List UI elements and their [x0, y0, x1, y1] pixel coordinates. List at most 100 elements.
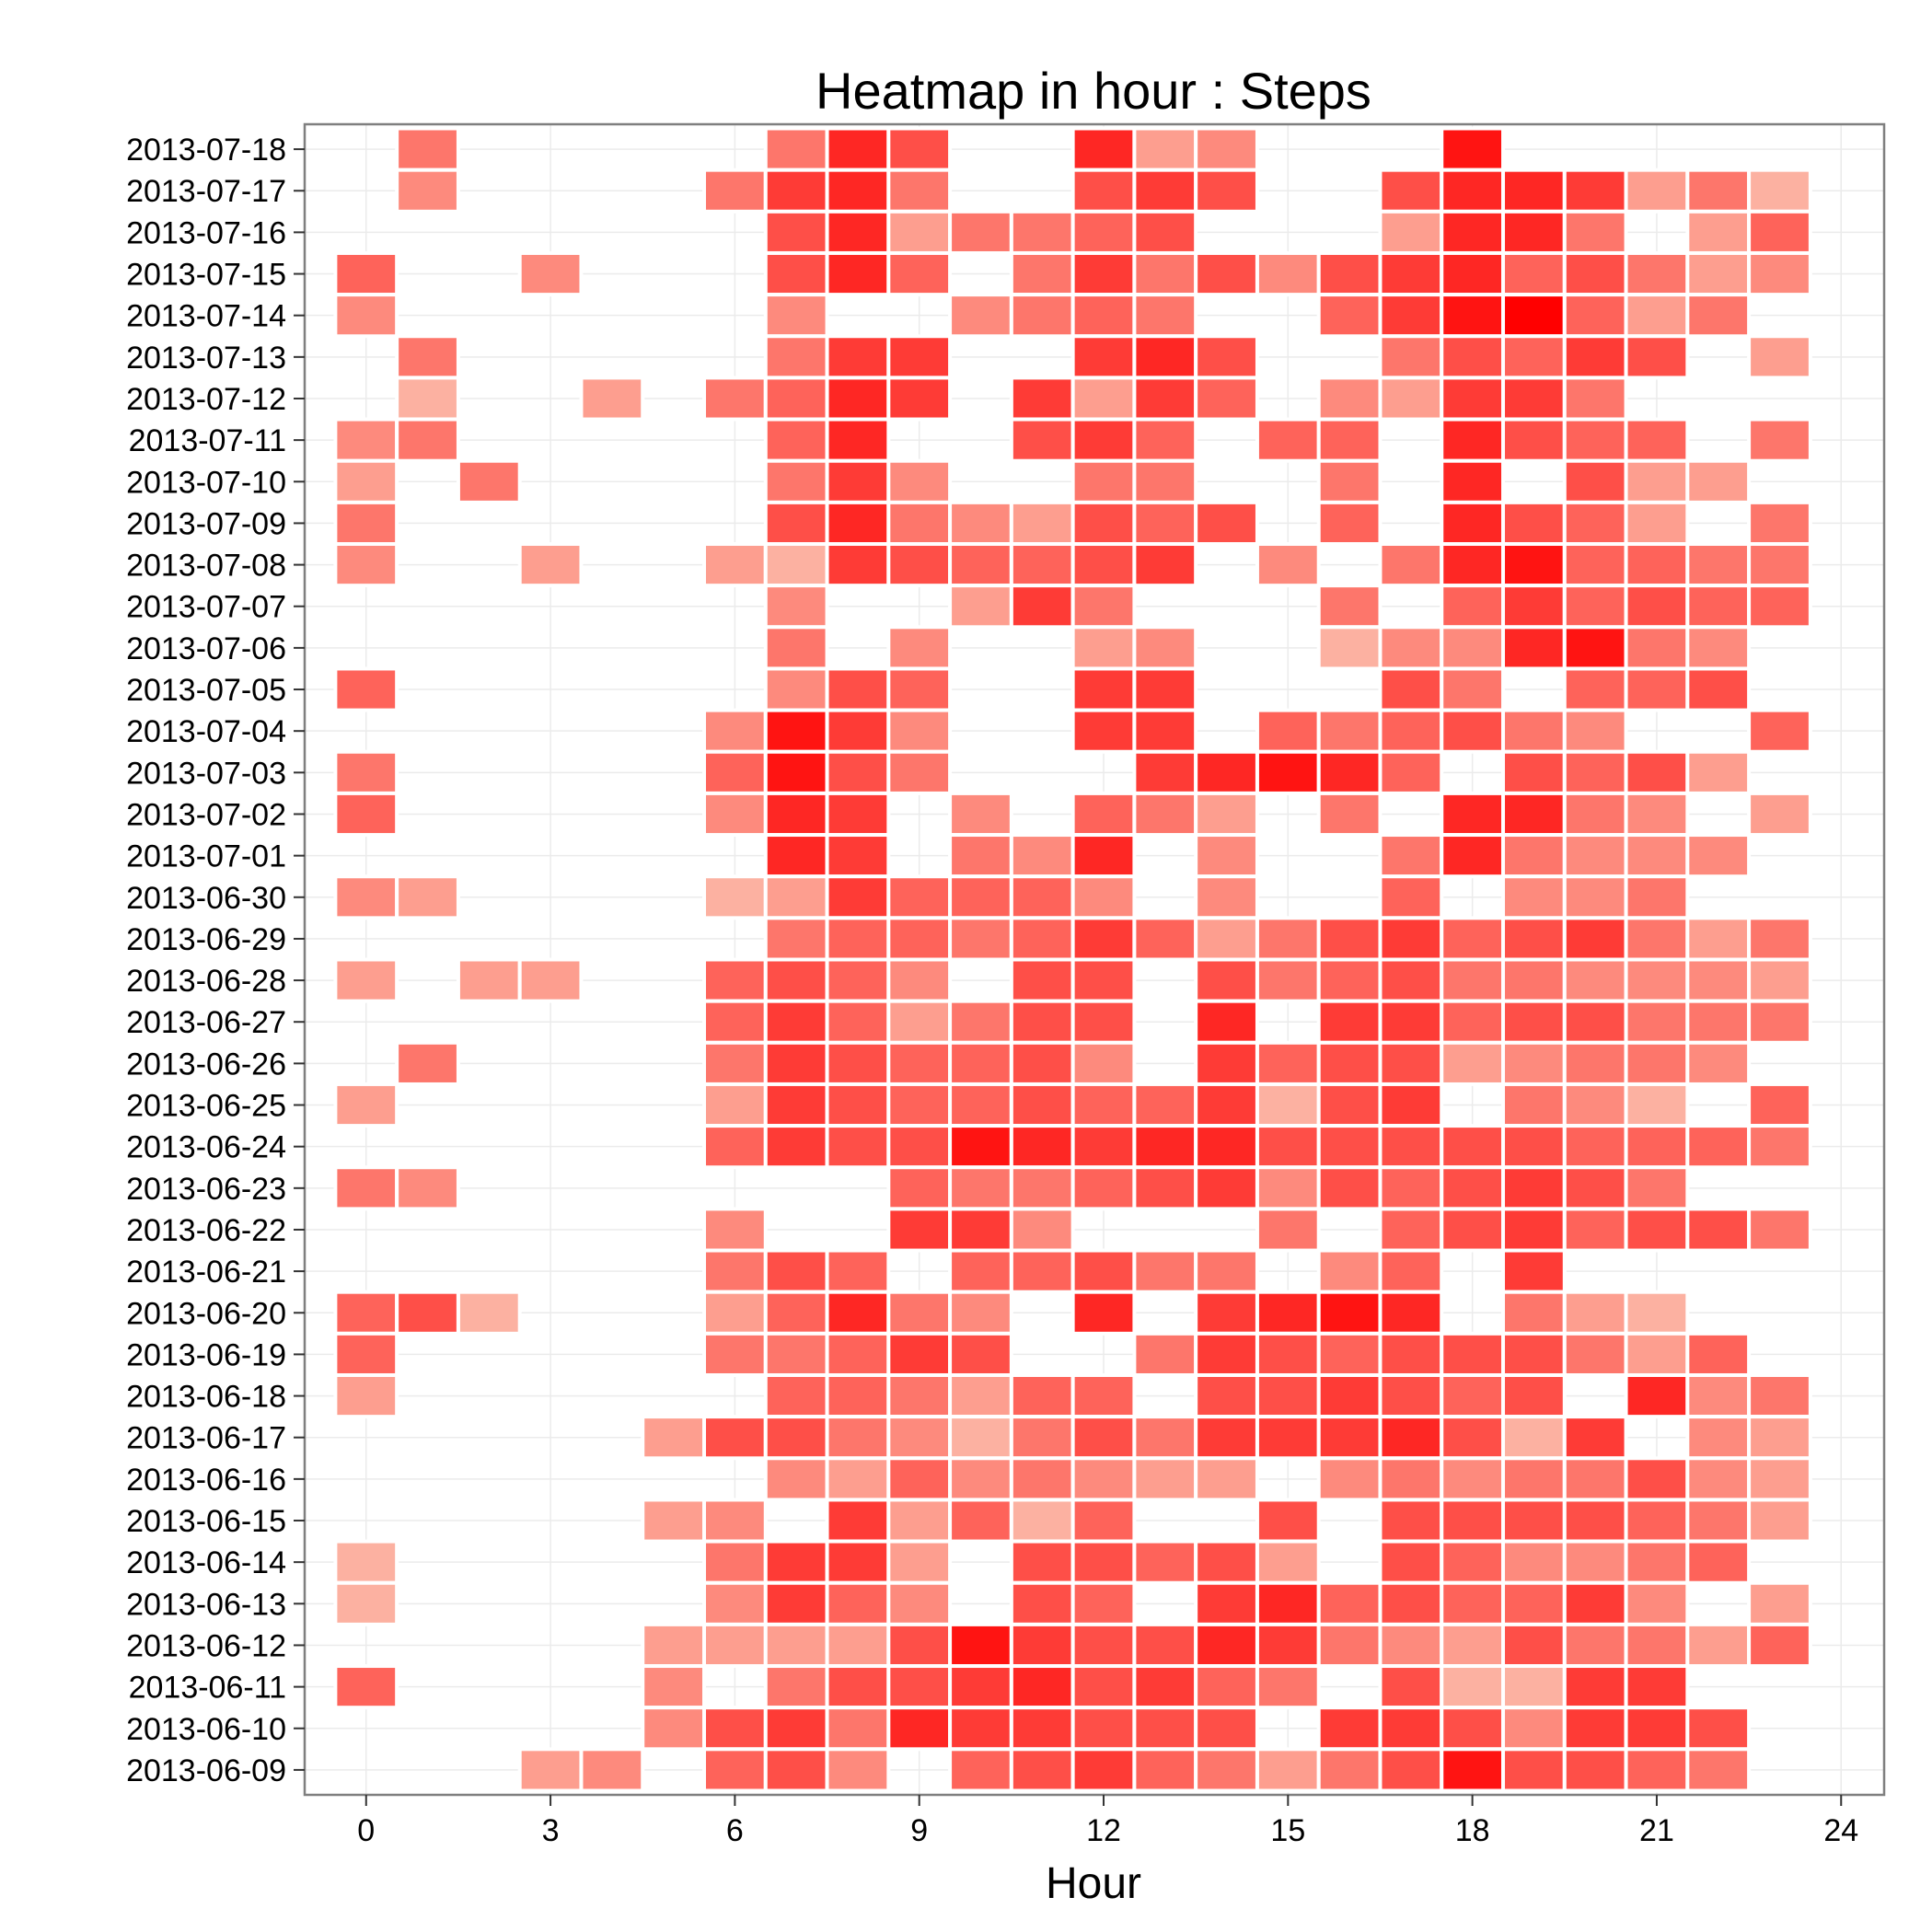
y-tick-label: 2013-07-18: [126, 133, 286, 168]
heatmap-cell: [1194, 957, 1259, 1003]
heatmap-cell: [825, 1456, 891, 1502]
heatmap-cell: [1624, 250, 1690, 297]
y-tick-label: 2013-07-04: [126, 714, 286, 749]
heatmap-cell: [1440, 168, 1506, 214]
heatmap-cell: [1378, 625, 1444, 671]
y-tick-label: 2013-06-14: [126, 1545, 286, 1580]
heatmap-cell: [1070, 916, 1137, 962]
heatmap-cell: [1070, 1372, 1137, 1419]
heatmap-cell: [825, 1747, 891, 1793]
heatmap-cell: [1747, 417, 1812, 463]
heatmap-cell: [948, 1664, 1013, 1710]
heatmap-cell: [1624, 1706, 1690, 1752]
heatmap-cell: [1685, 1706, 1752, 1752]
heatmap-cell: [1501, 500, 1567, 547]
heatmap-cell: [1255, 1124, 1321, 1170]
heatmap-cell: [948, 1207, 1013, 1253]
heatmap-cell: [1685, 666, 1752, 712]
heatmap-cell: [1378, 874, 1444, 920]
heatmap-cell: [1194, 126, 1259, 172]
heatmap-cell: [702, 1082, 768, 1128]
heatmap-cell: [886, 708, 953, 754]
heatmap-cell: [1440, 791, 1506, 838]
heatmap-cell: [1194, 1165, 1259, 1211]
heatmap-cell: [763, 1331, 829, 1377]
x-tick-label: 0: [357, 1813, 375, 1848]
heatmap-cell: [1132, 1664, 1198, 1710]
y-tick-label: 2013-06-30: [126, 881, 286, 916]
heatmap-cell: [1132, 1539, 1198, 1585]
heatmap-cell: [1562, 916, 1628, 962]
heatmap-cell: [1562, 874, 1628, 920]
heatmap-cell: [1009, 250, 1075, 297]
heatmap-cell: [948, 1498, 1013, 1544]
heatmap-cell: [1255, 916, 1321, 962]
heatmap-cell: [948, 500, 1013, 547]
heatmap-cell: [1255, 1580, 1321, 1626]
heatmap-cell: [763, 500, 829, 547]
heatmap-cell: [1624, 1580, 1690, 1626]
heatmap-cell: [1009, 293, 1075, 339]
heatmap-cell: [702, 1498, 768, 1544]
heatmap-cell: [1070, 1082, 1137, 1128]
heatmap-cell: [1747, 1498, 1812, 1544]
heatmap-cell: [1501, 334, 1567, 380]
heatmap-cell: [1070, 666, 1137, 712]
heatmap-cell: [1070, 1539, 1137, 1585]
heatmap-cell: [641, 1706, 707, 1752]
heatmap-cell: [1009, 1165, 1075, 1211]
heatmap-cell: [1501, 1498, 1567, 1544]
heatmap-cell: [1440, 293, 1506, 339]
y-tick-label: 2013-07-06: [126, 631, 286, 666]
heatmap-cell: [825, 1331, 891, 1377]
heatmap-cell: [1624, 1498, 1690, 1544]
heatmap-cell: [1070, 500, 1137, 547]
heatmap-cell: [702, 1124, 768, 1170]
heatmap-cell: [886, 1124, 953, 1170]
heatmap-cell: [1747, 1415, 1812, 1461]
y-tick-label: 2013-06-26: [126, 1047, 286, 1082]
heatmap-cell: [1747, 791, 1812, 838]
heatmap-cell: [1378, 542, 1444, 588]
heatmap-cell: [1255, 1415, 1321, 1461]
heatmap-cell: [1378, 957, 1444, 1003]
heatmap-cell: [1501, 293, 1567, 339]
heatmap-cell: [1501, 1372, 1567, 1419]
heatmap-cell: [1562, 625, 1628, 671]
heatmap-cell: [1194, 334, 1259, 380]
heatmap-cell: [395, 1165, 460, 1211]
heatmap-cell: [1070, 1747, 1137, 1793]
heatmap-cell: [1501, 749, 1567, 795]
heatmap-cell: [1562, 1040, 1628, 1086]
heatmap-cell: [1070, 1456, 1137, 1502]
heatmap-cell: [1378, 1747, 1444, 1793]
heatmap-cell: [1132, 666, 1198, 712]
heatmap-cell: [1685, 1415, 1752, 1461]
heatmap-cell: [1009, 417, 1075, 463]
heatmap-cell: [1378, 708, 1444, 754]
heatmap-cell: [1255, 1165, 1321, 1211]
heatmap-cell: [1624, 1082, 1690, 1128]
heatmap-cell: [948, 209, 1013, 255]
heatmap-cell: [763, 999, 829, 1045]
heatmap-cell: [1132, 126, 1198, 172]
heatmap-cell: [702, 1580, 768, 1626]
heatmap-cell: [1624, 542, 1690, 588]
heatmap-cell: [1747, 1082, 1812, 1128]
heatmap-cell: [333, 417, 399, 463]
heatmap-cell: [1132, 209, 1198, 255]
heatmap-cell: [886, 1290, 953, 1336]
heatmap-cell: [763, 1040, 829, 1086]
heatmap-cell: [1132, 1415, 1198, 1461]
heatmap-cell: [1378, 916, 1444, 962]
x-axis-title: Hour: [1046, 1859, 1141, 1908]
heatmap-cell: [825, 1664, 891, 1710]
heatmap-cell: [1316, 1165, 1382, 1211]
heatmap-cell: [1070, 1580, 1137, 1626]
heatmap-cell: [1316, 584, 1382, 630]
heatmap-cell: [1194, 916, 1259, 962]
heatmap-cell: [1685, 625, 1752, 671]
heatmap-cell: [1624, 1747, 1690, 1793]
heatmap-cell: [1562, 500, 1628, 547]
heatmap-cell: [702, 1539, 768, 1585]
